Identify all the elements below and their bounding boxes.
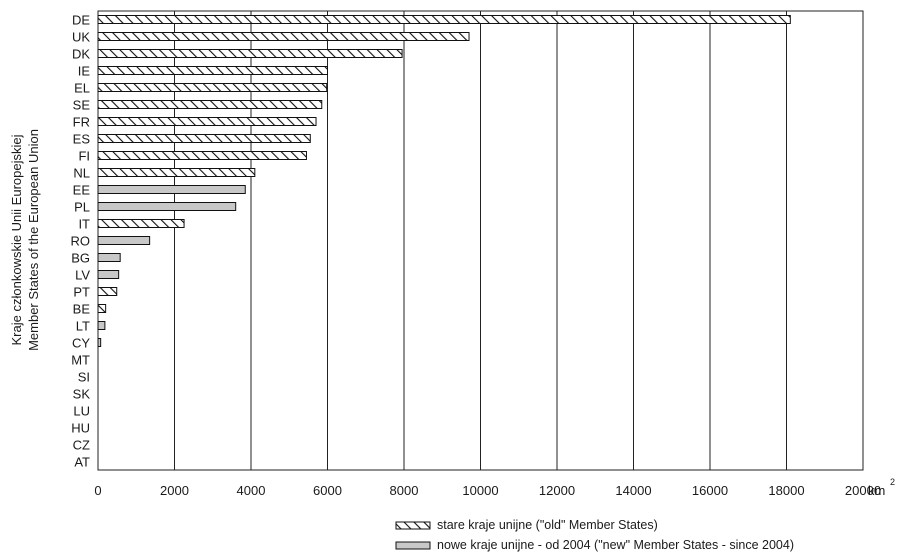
category-label: DK (72, 47, 90, 62)
bar-pl (97, 202, 237, 211)
bar-be (97, 304, 107, 313)
category-label: SE (73, 98, 91, 113)
bar-nl (97, 168, 256, 177)
bar-lv (97, 270, 120, 279)
x-tick-labels: 0 2000 4000 6000 8000 10000 12000 14000 16000 180… (94, 483, 881, 498)
category-label: AT (74, 455, 90, 470)
x-unit-label: km (868, 483, 885, 498)
category-label: FI (78, 149, 90, 164)
legend-label-old: stare kraje unijne ("old" Member States) (437, 518, 658, 532)
bar-el (97, 83, 328, 92)
category-label: HU (71, 421, 90, 436)
bar-it (97, 219, 185, 228)
category-label: NL (73, 166, 90, 181)
bar-se (97, 100, 323, 109)
x-tick-label: 16000 (692, 483, 728, 498)
category-label: SK (73, 387, 91, 402)
bars (97, 15, 791, 347)
bar-uk (97, 32, 470, 41)
bar-fr (97, 117, 317, 126)
legend-swatch-new (395, 541, 431, 550)
x-tick-label: 2000 (160, 483, 189, 498)
bar-pt (97, 287, 118, 296)
x-tick-label: 6000 (313, 483, 342, 498)
x-tick-label: 4000 (237, 483, 266, 498)
category-label: EE (73, 183, 91, 198)
category-label: DE (72, 13, 90, 28)
x-tick-label: 10000 (462, 483, 498, 498)
x-tick-label: 18000 (768, 483, 804, 498)
category-label: MT (71, 353, 90, 368)
category-label: BG (71, 251, 90, 266)
category-label: SI (78, 370, 90, 385)
bar-cy (97, 338, 102, 347)
category-label: IE (78, 64, 91, 79)
legend-label-new: nowe kraje unijne - od 2004 ("new" Membe… (437, 538, 794, 552)
bar-es (97, 134, 311, 143)
bar-lt (97, 321, 106, 330)
category-label: EL (74, 81, 90, 96)
legend: stare kraje unijne ("old" Member States)… (395, 518, 794, 552)
category-label: LV (75, 268, 90, 283)
category-label: LT (76, 319, 90, 334)
bar-bg (97, 253, 121, 262)
x-tick-label: 12000 (539, 483, 575, 498)
category-label: BE (73, 302, 91, 317)
y-axis-title-line-1: Kraje członkowskie Unii Europejskiej (9, 134, 24, 345)
category-label: PL (74, 200, 90, 215)
bar-fi (97, 151, 307, 160)
category-label: PT (73, 285, 90, 300)
bar-dk (97, 49, 403, 58)
x-tick-label: 8000 (390, 483, 419, 498)
category-label: CZ (73, 438, 90, 453)
legend-swatch-old (395, 521, 431, 530)
category-labels: DE UK DK IE EL SE FR ES FI NL EE PL IT RO BG LV PT BE LT CY… (71, 13, 91, 470)
x-tick-label: 14000 (615, 483, 651, 498)
y-axis-title-line-2: Member States of the European Union (26, 129, 41, 351)
category-label: UK (72, 30, 90, 45)
category-label: ES (73, 132, 91, 147)
category-label: IT (78, 217, 90, 232)
x-tick-label: 20000 (845, 483, 881, 498)
bar-ie (97, 66, 328, 75)
x-tick-label: 0 (94, 483, 101, 498)
bar-de (97, 15, 791, 24)
category-label: RO (71, 234, 91, 249)
x-unit-superscript: 2 (890, 477, 895, 487)
bar-ro (97, 236, 151, 245)
category-label: FR (73, 115, 90, 130)
bar-ee (97, 185, 246, 194)
category-label: CY (72, 336, 90, 351)
category-label: LU (73, 404, 90, 419)
